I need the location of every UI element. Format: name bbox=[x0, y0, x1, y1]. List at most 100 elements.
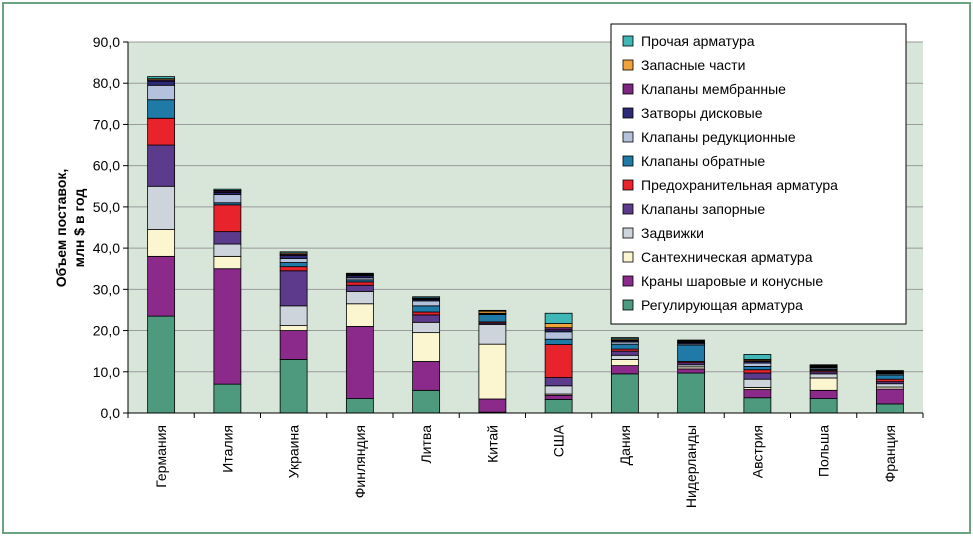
bar-segment bbox=[876, 384, 903, 387]
bar-segment bbox=[545, 332, 572, 339]
bar-segment bbox=[148, 186, 175, 229]
bar-segment bbox=[280, 263, 307, 267]
bar-segment bbox=[810, 374, 837, 378]
bar-segment bbox=[280, 267, 307, 271]
bar-segment bbox=[413, 333, 440, 362]
bar-segment bbox=[148, 230, 175, 257]
bar-segment bbox=[744, 366, 771, 369]
bar-segment bbox=[744, 398, 771, 413]
y-tick-label: 50,0 bbox=[93, 199, 120, 215]
x-tick-label: Польша bbox=[816, 425, 832, 477]
bar-segment bbox=[744, 379, 771, 387]
bar-segment bbox=[413, 315, 440, 322]
bar-segment bbox=[611, 355, 638, 359]
bar-segment bbox=[678, 340, 705, 341]
bar-segment bbox=[810, 378, 837, 390]
legend-label: Запасные части bbox=[641, 57, 745, 73]
bar-segment bbox=[611, 366, 638, 374]
bar-segment bbox=[346, 285, 373, 291]
bar-segment bbox=[346, 291, 373, 303]
bar-segment bbox=[413, 361, 440, 390]
bar-segment bbox=[214, 195, 241, 203]
y-tick-label: 60,0 bbox=[93, 158, 120, 174]
bar-segment bbox=[611, 359, 638, 365]
bar-segment bbox=[876, 375, 903, 379]
legend-label: Затворы дисковые bbox=[641, 105, 763, 121]
bar-segment bbox=[214, 189, 241, 190]
bar-segment bbox=[479, 314, 506, 321]
bar-segment bbox=[876, 371, 903, 372]
bar-segment bbox=[214, 205, 241, 232]
legend-swatch bbox=[623, 84, 633, 94]
bar-segment bbox=[678, 373, 705, 413]
x-tick-label: Италия bbox=[219, 425, 235, 473]
legend-swatch bbox=[623, 276, 633, 286]
y-axis-title-line-1: Объем поставок, bbox=[53, 169, 69, 288]
bar-segment bbox=[545, 386, 572, 394]
bar-segment bbox=[148, 81, 175, 85]
bar-segment bbox=[876, 389, 903, 404]
bar-segment bbox=[413, 390, 440, 413]
bar-segment bbox=[876, 404, 903, 413]
legend-label: Регулирующая арматура bbox=[641, 297, 803, 313]
bar-segment bbox=[148, 256, 175, 316]
bar-segment bbox=[744, 370, 771, 373]
bar-segment bbox=[413, 322, 440, 332]
bar-segment bbox=[280, 326, 307, 331]
bar-segment bbox=[611, 338, 638, 339]
legend-label: Клапаны редукционные bbox=[641, 129, 796, 145]
legend-label: Клапаны запорные bbox=[641, 201, 765, 217]
legend-swatch bbox=[623, 108, 633, 118]
legend-swatch bbox=[623, 204, 633, 214]
bar-segment bbox=[545, 399, 572, 413]
y-tick-label: 90,0 bbox=[93, 34, 120, 50]
bar-segment bbox=[346, 326, 373, 398]
legend-swatch bbox=[623, 60, 633, 70]
y-tick-label: 0,0 bbox=[101, 405, 121, 421]
bar-segment bbox=[280, 306, 307, 326]
bar-segment bbox=[479, 324, 506, 344]
bar-segment bbox=[744, 354, 771, 359]
bar-segment bbox=[346, 304, 373, 327]
y-tick-label: 40,0 bbox=[93, 240, 120, 256]
bar-segment bbox=[545, 345, 572, 378]
legend-swatch bbox=[623, 132, 633, 142]
x-tick-label: Литва bbox=[418, 425, 434, 464]
bar-segment bbox=[545, 313, 572, 323]
legend-swatch bbox=[623, 228, 633, 238]
bar-segment bbox=[346, 399, 373, 413]
bar-segment bbox=[148, 316, 175, 413]
x-tick-label: Франция bbox=[882, 425, 898, 482]
bar-segment bbox=[148, 85, 175, 99]
bar-segment bbox=[214, 384, 241, 413]
bar-segment bbox=[280, 258, 307, 262]
legend-label: Предохранительная арматура bbox=[641, 177, 838, 193]
x-tick-label: Нидерланды bbox=[683, 425, 699, 508]
bar-segment bbox=[744, 363, 771, 366]
bar-segment bbox=[214, 232, 241, 244]
bar-segment bbox=[280, 256, 307, 259]
y-tick-label: 80,0 bbox=[93, 75, 120, 91]
legend-swatch bbox=[623, 180, 633, 190]
bar-segment bbox=[678, 369, 705, 373]
legend-swatch bbox=[623, 36, 633, 46]
bar-segment bbox=[214, 269, 241, 384]
bar-segment bbox=[413, 301, 440, 306]
x-tick-label: Китай bbox=[484, 425, 500, 463]
legend-label: Сантехническая арматура bbox=[641, 249, 813, 265]
bar-segment bbox=[214, 244, 241, 256]
bar-segment bbox=[545, 395, 572, 399]
legend-label: Задвижки bbox=[641, 225, 704, 241]
x-tick-label: США bbox=[551, 424, 567, 457]
legend-label: Клапаны обратные bbox=[641, 153, 765, 169]
bar-segment bbox=[148, 145, 175, 186]
bar-segment bbox=[611, 344, 638, 349]
y-tick-label: 10,0 bbox=[93, 364, 120, 380]
bar-segment bbox=[810, 365, 837, 366]
x-tick-label: Дания bbox=[617, 425, 633, 465]
x-tick-label: Австрия bbox=[749, 425, 765, 478]
bar-segment bbox=[413, 306, 440, 312]
bar-segment bbox=[346, 282, 373, 285]
